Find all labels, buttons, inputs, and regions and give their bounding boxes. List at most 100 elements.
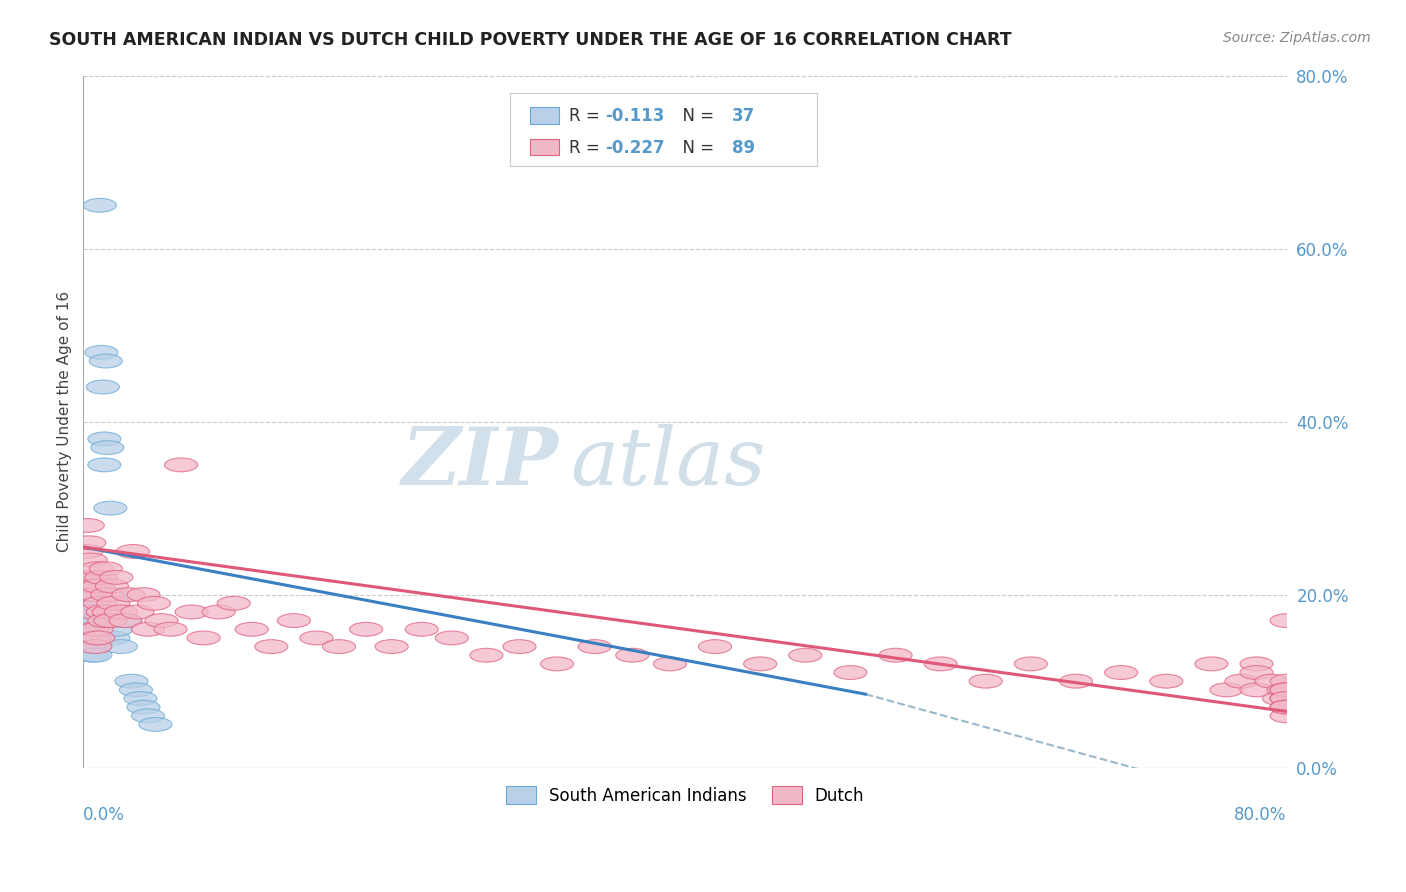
Ellipse shape bbox=[405, 623, 439, 636]
Ellipse shape bbox=[108, 614, 142, 628]
Ellipse shape bbox=[115, 674, 148, 688]
Ellipse shape bbox=[1270, 700, 1303, 714]
Ellipse shape bbox=[1270, 683, 1303, 697]
Ellipse shape bbox=[90, 354, 122, 368]
Ellipse shape bbox=[87, 614, 121, 628]
Ellipse shape bbox=[540, 657, 574, 671]
Ellipse shape bbox=[104, 605, 138, 619]
Text: N =: N = bbox=[672, 107, 718, 125]
FancyBboxPatch shape bbox=[530, 107, 558, 124]
Ellipse shape bbox=[94, 501, 127, 515]
Ellipse shape bbox=[77, 588, 110, 601]
Ellipse shape bbox=[127, 588, 160, 601]
Ellipse shape bbox=[82, 614, 115, 628]
Text: atlas: atlas bbox=[571, 425, 766, 502]
Ellipse shape bbox=[80, 562, 114, 575]
FancyBboxPatch shape bbox=[530, 138, 558, 155]
Ellipse shape bbox=[254, 640, 288, 654]
Ellipse shape bbox=[75, 588, 107, 601]
Ellipse shape bbox=[73, 605, 105, 619]
Ellipse shape bbox=[1240, 657, 1272, 671]
Ellipse shape bbox=[127, 700, 160, 714]
Text: Source: ZipAtlas.com: Source: ZipAtlas.com bbox=[1223, 31, 1371, 45]
Ellipse shape bbox=[79, 570, 112, 584]
Ellipse shape bbox=[1211, 683, 1243, 697]
Ellipse shape bbox=[138, 597, 170, 610]
Ellipse shape bbox=[155, 623, 187, 636]
Ellipse shape bbox=[1060, 674, 1092, 688]
Ellipse shape bbox=[145, 614, 179, 628]
Ellipse shape bbox=[83, 198, 117, 212]
Ellipse shape bbox=[1270, 683, 1303, 697]
Ellipse shape bbox=[80, 631, 114, 645]
Text: -0.227: -0.227 bbox=[606, 138, 665, 157]
FancyBboxPatch shape bbox=[510, 93, 817, 166]
Ellipse shape bbox=[1270, 700, 1303, 714]
Ellipse shape bbox=[73, 631, 105, 645]
Ellipse shape bbox=[1195, 657, 1227, 671]
Ellipse shape bbox=[616, 648, 648, 662]
Ellipse shape bbox=[80, 579, 114, 593]
Ellipse shape bbox=[72, 570, 104, 584]
Ellipse shape bbox=[322, 640, 356, 654]
Ellipse shape bbox=[87, 458, 121, 472]
Ellipse shape bbox=[80, 623, 114, 636]
Ellipse shape bbox=[1263, 691, 1295, 706]
Ellipse shape bbox=[108, 614, 142, 628]
Ellipse shape bbox=[75, 614, 107, 628]
Ellipse shape bbox=[112, 588, 145, 601]
Ellipse shape bbox=[75, 605, 107, 619]
Ellipse shape bbox=[789, 648, 823, 662]
Ellipse shape bbox=[76, 623, 108, 636]
Ellipse shape bbox=[350, 623, 382, 636]
Ellipse shape bbox=[131, 709, 165, 723]
Ellipse shape bbox=[87, 432, 121, 446]
Ellipse shape bbox=[202, 605, 235, 619]
Ellipse shape bbox=[1270, 691, 1303, 706]
Ellipse shape bbox=[1256, 674, 1288, 688]
Ellipse shape bbox=[73, 536, 105, 549]
Text: R =: R = bbox=[569, 138, 606, 157]
Ellipse shape bbox=[1270, 691, 1303, 706]
Ellipse shape bbox=[77, 579, 110, 593]
Ellipse shape bbox=[969, 674, 1002, 688]
Ellipse shape bbox=[93, 605, 125, 619]
Ellipse shape bbox=[86, 380, 120, 394]
Ellipse shape bbox=[1105, 665, 1137, 680]
Ellipse shape bbox=[834, 665, 868, 680]
Ellipse shape bbox=[97, 588, 129, 601]
Ellipse shape bbox=[100, 623, 134, 636]
Ellipse shape bbox=[699, 640, 731, 654]
Ellipse shape bbox=[187, 631, 221, 645]
Ellipse shape bbox=[436, 631, 468, 645]
Ellipse shape bbox=[1267, 683, 1301, 697]
Ellipse shape bbox=[299, 631, 333, 645]
Text: -0.113: -0.113 bbox=[606, 107, 665, 125]
Ellipse shape bbox=[94, 614, 127, 628]
Ellipse shape bbox=[124, 691, 157, 706]
Ellipse shape bbox=[1240, 665, 1272, 680]
Ellipse shape bbox=[1014, 657, 1047, 671]
Text: 0.0%: 0.0% bbox=[83, 805, 125, 824]
Ellipse shape bbox=[83, 597, 117, 610]
Ellipse shape bbox=[1150, 674, 1182, 688]
Ellipse shape bbox=[120, 683, 152, 697]
Ellipse shape bbox=[131, 623, 165, 636]
Ellipse shape bbox=[924, 657, 957, 671]
Ellipse shape bbox=[70, 544, 103, 558]
Ellipse shape bbox=[879, 648, 912, 662]
Legend: South American Indians, Dutch: South American Indians, Dutch bbox=[499, 780, 870, 812]
Ellipse shape bbox=[744, 657, 776, 671]
Ellipse shape bbox=[86, 605, 120, 619]
Ellipse shape bbox=[96, 579, 128, 593]
Ellipse shape bbox=[277, 614, 311, 628]
Ellipse shape bbox=[165, 458, 198, 472]
Ellipse shape bbox=[82, 570, 115, 584]
Ellipse shape bbox=[72, 518, 104, 533]
Text: 80.0%: 80.0% bbox=[1234, 805, 1286, 824]
Ellipse shape bbox=[1270, 700, 1303, 714]
Ellipse shape bbox=[121, 605, 155, 619]
Ellipse shape bbox=[100, 570, 134, 584]
Ellipse shape bbox=[1270, 691, 1303, 706]
Ellipse shape bbox=[91, 441, 124, 455]
